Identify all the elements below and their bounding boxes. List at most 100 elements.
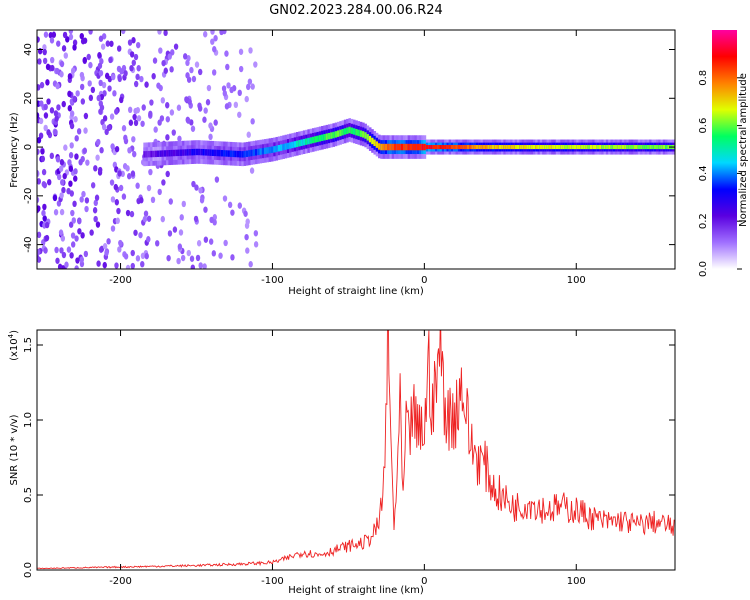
- spectrogram-cell: [236, 150, 240, 158]
- spectrogram-cell: [532, 145, 536, 150]
- colorbar-label: Normalized spectral amplitude: [738, 73, 749, 227]
- spectrogram-cell: [219, 30, 224, 36]
- colorbar-tick-label: 0.4: [698, 165, 709, 181]
- spectrogram-cell: [185, 59, 190, 67]
- spectrogram-cell: [42, 48, 47, 56]
- spectrogram-cell: [82, 37, 88, 44]
- spectrogram-cell: [198, 68, 203, 76]
- spectrogram-cell: [268, 146, 272, 154]
- spectrogram-cell: [129, 51, 135, 58]
- spectrogram-cell: [293, 141, 297, 148]
- spectrogram-cell: [382, 143, 386, 151]
- spectrogram-cell: [72, 44, 77, 51]
- spectrogram-cell: [150, 196, 156, 204]
- spectrogram-cell: [521, 145, 525, 150]
- spectrogram-cell: [167, 230, 173, 237]
- spectrogram-cell: [528, 145, 532, 150]
- spectrogram-cell: [316, 135, 320, 143]
- spectrogram-cell: [375, 141, 379, 148]
- spectrogram-cell: [241, 151, 244, 158]
- spectrogram-cell: [243, 150, 247, 158]
- spectrogram-cell: [75, 90, 80, 97]
- spectrogram-cell: [79, 256, 84, 263]
- spectrogram-cell: [150, 150, 153, 158]
- spectrogram-cell: [76, 128, 82, 135]
- spectrogram-cell: [237, 111, 242, 118]
- spectrogram-cell: [127, 147, 132, 154]
- spectrogram-cell: [64, 261, 69, 268]
- spectrogram-cell: [246, 83, 251, 91]
- spectrogram-cell: [98, 166, 103, 174]
- spectrogram-cell: [73, 168, 78, 175]
- spectrogram-cell: [53, 209, 59, 216]
- spectrogram-cell: [318, 135, 322, 142]
- spectrogram-cell: [250, 149, 254, 157]
- spectrogram-cell: [70, 241, 76, 248]
- spectrogram-cell: [163, 67, 168, 74]
- spectrogram-cell: [128, 119, 134, 126]
- spectrogram-cell: [89, 229, 94, 236]
- spectrogram-cell: [55, 156, 61, 163]
- spectrogram-cell: [419, 143, 422, 151]
- spectrogram-cell: [37, 112, 40, 119]
- spectrogram-cell: [398, 143, 402, 151]
- spectrogram-cell: [190, 264, 195, 269]
- spectrogram-cell: [203, 31, 208, 38]
- spectrogram-cell: [165, 170, 170, 178]
- spectrogram-cell: [517, 145, 520, 150]
- spectrogram-cell: [119, 68, 124, 75]
- spectrogram-cell: [165, 102, 170, 109]
- spectrogram-cell: [471, 145, 475, 150]
- spectrogram-cell: [163, 150, 167, 157]
- spectrogram-cell: [307, 137, 310, 145]
- spectrogram-cell: [448, 145, 452, 150]
- spectrogram-cell: [151, 73, 156, 80]
- spectrogram-cell: [118, 184, 124, 192]
- spectrogram-cell: [120, 170, 125, 178]
- spectrogram-cell: [327, 132, 331, 140]
- colorbar-ticks: 0.0 0.2 0.4 0.6 0.8: [698, 70, 742, 277]
- spectrogram-cell: [569, 145, 573, 150]
- spectrogram-cell: [646, 145, 650, 150]
- spectrogram-cell: [181, 200, 186, 208]
- x-tick-label: -200: [109, 576, 132, 587]
- spectrogram-cell: [233, 101, 239, 109]
- spectrogram-cell: [50, 64, 55, 72]
- spectrogram-cell: [225, 63, 230, 71]
- snr-x-ticks: -200 -100 0 100: [109, 330, 586, 587]
- spectrogram-cell: [423, 143, 427, 151]
- spectrogram-cell: [171, 129, 176, 136]
- spectrogram-cell: [116, 45, 122, 52]
- spectrogram-x-ticks: -200 -100 0 100: [109, 30, 586, 286]
- spectrogram-cell: [95, 221, 101, 228]
- spectrogram-cell: [123, 134, 128, 142]
- spectrogram-cell: [238, 48, 244, 55]
- spectrogram-cell: [237, 89, 242, 97]
- spectrogram-cell: [146, 184, 152, 192]
- spectrogram-cell: [133, 229, 138, 236]
- spectrogram-cell: [230, 254, 235, 261]
- spectrogram-cell: [546, 145, 550, 150]
- spectrogram-cell: [101, 123, 107, 131]
- spectrogram-cell: [80, 98, 86, 105]
- spectrogram-cell: [132, 150, 137, 158]
- spectrogram-cell: [355, 128, 358, 136]
- spectrogram-cell: [551, 145, 554, 150]
- spectrogram-cell: [250, 83, 255, 90]
- spectrogram-cell: [95, 154, 100, 161]
- spectrogram-cell: [610, 145, 614, 150]
- x-tick-label: 0: [421, 576, 427, 587]
- spectrogram-cell: [348, 126, 352, 134]
- spectrogram-cell: [139, 75, 144, 83]
- spectrogram-cell: [144, 252, 149, 260]
- spectrogram-cell: [587, 145, 591, 150]
- spectrogram-cell: [384, 143, 388, 151]
- spectrogram-cell: [366, 134, 370, 141]
- spectrogram-cell: [393, 143, 397, 151]
- spectrogram-cell: [133, 80, 139, 88]
- spectrogram-cell: [266, 147, 269, 154]
- spectrogram-cell: [109, 179, 115, 186]
- spectrogram-cell: [253, 61, 258, 68]
- spectrogram-cell: [357, 129, 361, 137]
